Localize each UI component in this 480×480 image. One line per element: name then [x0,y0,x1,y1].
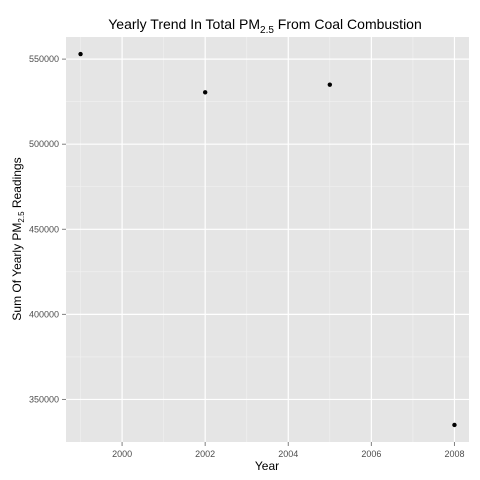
data-point-2005 [327,82,333,87]
chart-title: Yearly Trend In Total PM2.5 From Coal Co… [108,16,422,36]
chart-title-tail: From Coal Combustion [274,16,422,32]
data-point-2008 [452,422,457,428]
x-tick-label-2008: 2008 [444,449,464,459]
x-tick-label-2004: 2004 [278,449,298,459]
y-axis-ticks: 350000 400000 450000 500000 550000 [29,54,66,404]
data-points [78,51,457,428]
plot-panel [66,37,469,442]
y-tick-label-400000: 400000 [29,309,59,319]
y-axis-title-sub: 2.5 [17,211,26,223]
y-tick-label-350000: 350000 [29,394,59,404]
minor-gridlines [66,37,469,442]
y-tick-label-450000: 450000 [29,224,59,234]
x-tick-label-2000: 2000 [112,449,132,459]
y-axis-title-main: Sum Of Yearly PM [10,223,24,321]
y-axis-title-tail: Readings [10,157,24,211]
x-axis-title: Year [255,459,279,473]
chart-title-main: Yearly Trend In Total PM [108,16,260,32]
chart-title-sub: 2.5 [260,25,274,36]
major-gridlines [66,37,469,442]
y-tick-label-500000: 500000 [29,139,59,149]
y-axis-title: Sum Of Yearly PM2.5 Readings [10,157,26,320]
x-tick-label-2002: 2002 [195,449,215,459]
data-point-2002 [202,90,208,95]
data-point-1999 [78,51,83,57]
x-tick-label-2006: 2006 [361,449,381,459]
x-axis-ticks: 2000 2002 2004 2006 2008 [112,442,464,459]
y-tick-label-550000: 550000 [29,54,59,64]
